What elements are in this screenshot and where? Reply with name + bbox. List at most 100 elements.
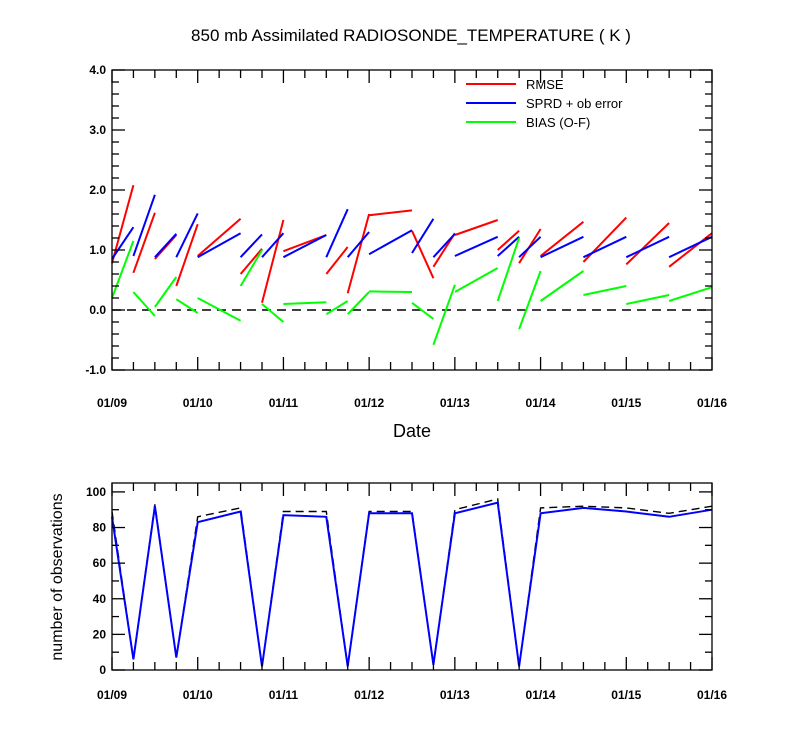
series-line-sprd-ob-error <box>111 226 135 260</box>
series-line-rmse <box>325 246 349 275</box>
series-line-rmse <box>175 223 199 287</box>
series-line-bias-o-f <box>518 270 542 330</box>
series-line-bias-o-f <box>175 298 199 314</box>
series-line-bias-o-f <box>668 286 713 302</box>
series-line-sprd-ob-error <box>540 235 584 259</box>
plot-frame <box>111 69 713 371</box>
y-tick-label: 3.0 <box>89 123 106 137</box>
y-tick-label: 2.0 <box>89 183 106 197</box>
series-sprd-ob-error <box>111 194 713 260</box>
top-chart: 850 mb Assimilated RADIOSONDE_TEMPERATUR… <box>85 26 727 441</box>
x-tick-label: 01/10 <box>183 396 213 410</box>
y-tick-label: 4.0 <box>89 63 106 77</box>
series-line-sprd-ob-error <box>454 235 499 257</box>
bottom-axes-group <box>111 482 713 671</box>
series-line-sprd-ob-error <box>132 194 156 257</box>
x-tick-label: 01/11 <box>269 396 299 410</box>
series-line-sprd-ob-error <box>432 233 456 258</box>
x-tick-label: 01/14 <box>526 396 556 410</box>
series-line-bias-o-f <box>197 297 242 322</box>
x-tick-label: 01/16 <box>697 688 727 702</box>
series-line-rmse <box>497 230 520 251</box>
y-tick-label: 40 <box>93 592 107 606</box>
x-tick-label: 01/12 <box>354 688 384 702</box>
series-line-bias-o-f <box>239 249 263 287</box>
y-axis-label-observations: number of observations <box>49 493 66 660</box>
x-tick-label: 01/10 <box>183 688 213 702</box>
y-tick-label: 0.0 <box>89 303 106 317</box>
series-line-sprd-ob-error <box>582 235 627 259</box>
series-line-possible <box>111 498 713 667</box>
series-line-bias-o-f <box>432 284 456 346</box>
top-y-tick-labels: -1.0 0.0 1.0 2.0 3.0 4.0 <box>85 63 106 377</box>
series-line-rmse <box>411 230 435 279</box>
y-tick-label: 1.0 <box>89 243 106 257</box>
series-line-bias-o-f <box>154 276 178 308</box>
series-rmse <box>111 184 713 304</box>
series-line-rmse <box>132 212 156 274</box>
series-line-bias-o-f <box>540 270 584 302</box>
series-line-bias-o-f <box>283 301 327 305</box>
series-line-bias-o-f <box>496 237 521 302</box>
series-line-bias-o-f <box>261 303 285 323</box>
bottom-series-group <box>111 498 713 667</box>
legend-label-sprd: SPRD + ob error <box>526 96 623 111</box>
series-line-rmse <box>539 221 585 257</box>
legend-label-bias: BIAS (O-F) <box>526 115 590 130</box>
y-tick-label: 0 <box>99 663 106 677</box>
y-tick-label: 60 <box>93 556 107 570</box>
x-tick-label: 01/09 <box>97 396 127 410</box>
series-line-bias-o-f <box>626 294 670 305</box>
x-tick-label: 01/13 <box>440 688 470 702</box>
top-series-group <box>111 184 713 346</box>
series-bias-o-f <box>111 237 713 346</box>
series-line-sprd-ob-error <box>239 233 263 258</box>
x-tick-label: 01/14 <box>526 688 556 702</box>
legend-label-rmse: RMSE <box>526 77 564 92</box>
series-line-sprd-ob-error <box>282 234 327 259</box>
series-line-rmse <box>261 219 285 304</box>
x-tick-label: 01/15 <box>611 396 641 410</box>
series-line-rmse <box>239 248 263 275</box>
series-line-sprd-ob-error <box>411 218 435 254</box>
series-line-bias-o-f <box>454 267 499 293</box>
series-line-assimilated <box>111 501 713 667</box>
y-tick-label: 20 <box>93 627 107 641</box>
x-axis-label: Date <box>393 421 431 441</box>
series-line-rmse <box>197 218 242 257</box>
series-line-sprd-ob-error <box>346 231 370 258</box>
x-tick-label: 01/11 <box>269 688 299 702</box>
top-axes-group <box>111 69 713 371</box>
series-line-sprd-ob-error <box>518 236 542 258</box>
series-line-sprd-ob-error <box>668 235 713 259</box>
x-tick-label: 01/12 <box>354 396 384 410</box>
series-line-bias-o-f <box>369 290 413 293</box>
x-tick-label: 01/15 <box>611 688 641 702</box>
legend: RMSE SPRD + ob error BIAS (O-F) <box>466 77 623 130</box>
bottom-x-tick-labels: 01/09 01/10 01/11 01/12 01/13 01/14 01/15 01/16 <box>97 688 727 702</box>
series-line-rmse <box>368 209 413 217</box>
x-tick-label: 01/13 <box>440 396 470 410</box>
y-tick-label: 80 <box>93 521 107 535</box>
series-line-bias-o-f <box>132 291 156 317</box>
series-line-sprd-ob-error <box>175 212 199 258</box>
series-line-sprd-ob-error <box>154 233 178 258</box>
y-tick-label: 100 <box>86 485 106 499</box>
series-line-sprd-ob-error <box>325 208 349 258</box>
series-line-bias-o-f <box>583 285 627 296</box>
series-line-rmse <box>454 219 499 236</box>
chart-title: 850 mb Assimilated RADIOSONDE_TEMPERATUR… <box>191 26 631 45</box>
series-line-bias-o-f <box>111 240 135 299</box>
series-line-rmse <box>668 232 713 268</box>
series-line-sprd-ob-error <box>497 236 520 257</box>
series-line-sprd-ob-error <box>197 232 242 259</box>
series-line-bias-o-f <box>411 302 435 320</box>
series-line-rmse <box>625 222 670 266</box>
bottom-y-tick-labels: 0 20 40 60 80 100 <box>86 485 106 677</box>
x-tick-label: 01/09 <box>97 688 127 702</box>
series-line-sprd-ob-error <box>368 229 413 256</box>
y-tick-label: -1.0 <box>85 363 106 377</box>
top-x-tick-labels: 01/09 01/10 01/11 01/12 01/13 01/14 01/15 01/16 <box>97 396 727 410</box>
